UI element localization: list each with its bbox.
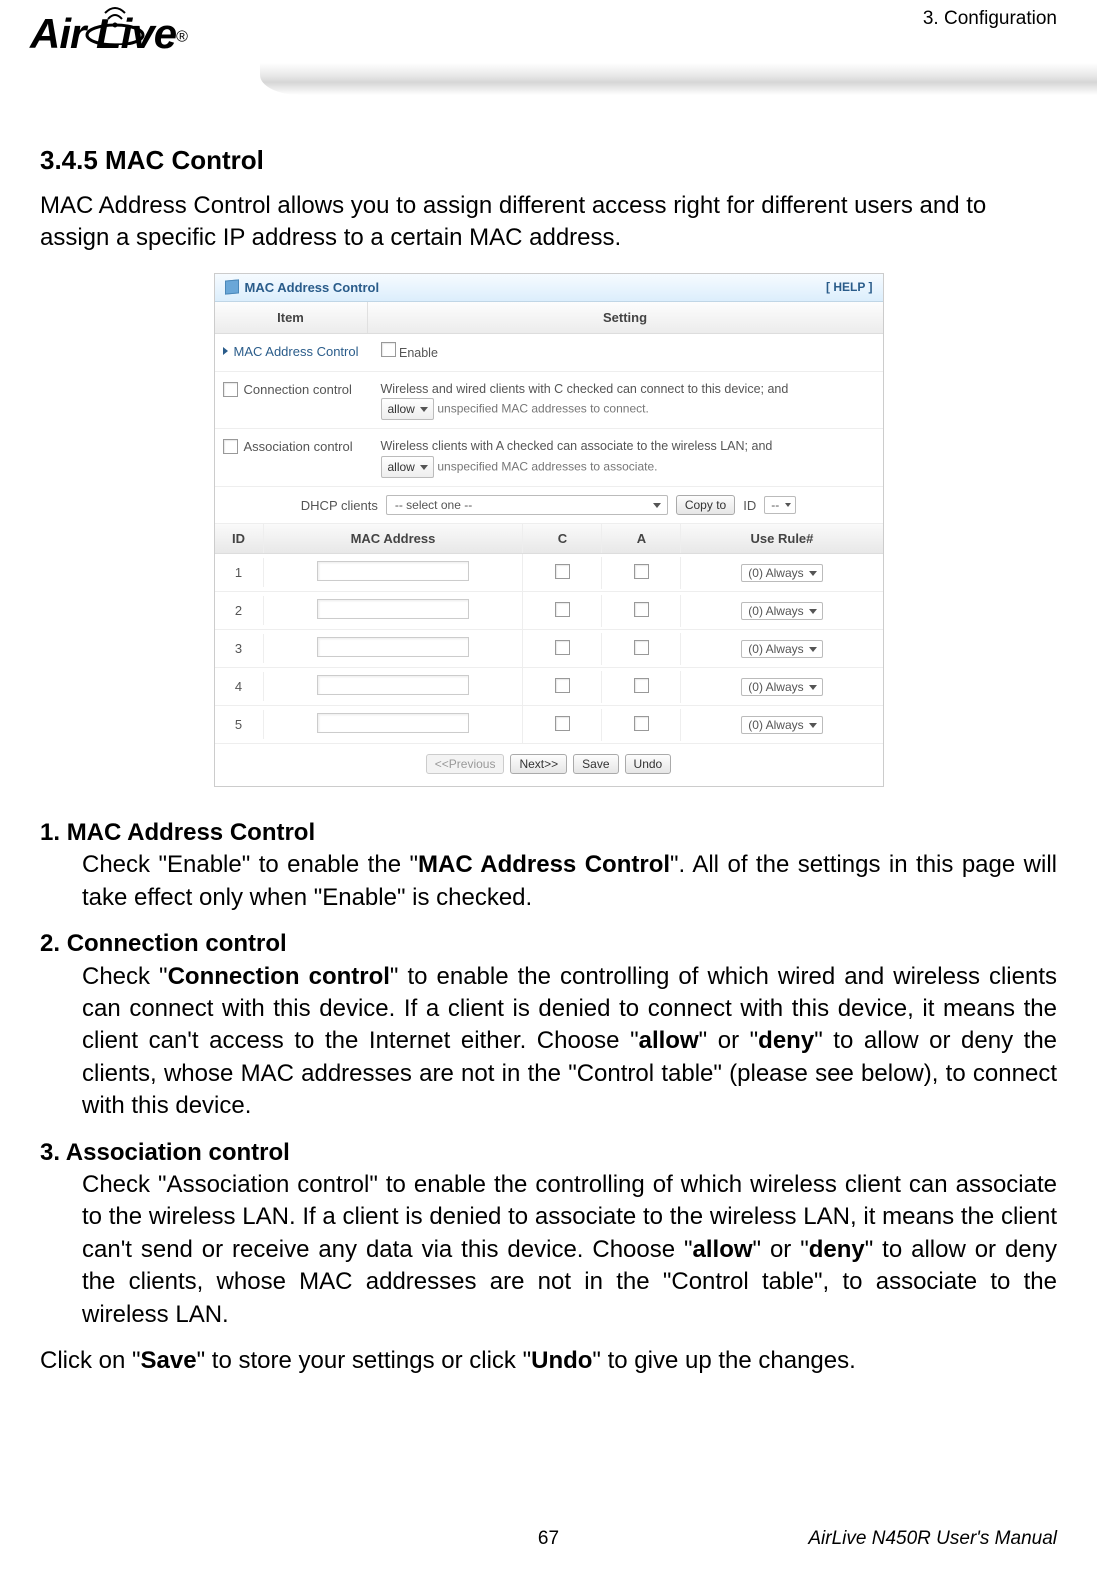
list-item-1: 1. MAC Address Control Check "Enable" to… bbox=[40, 817, 1057, 914]
table-row: 3 (0) Always bbox=[215, 630, 883, 668]
list-body: Check "Enable" to enable the "MAC Addres… bbox=[82, 849, 1057, 914]
rule-select[interactable]: (0) Always bbox=[741, 640, 822, 658]
a-checkbox[interactable] bbox=[634, 602, 649, 617]
logo-swoosh-icon bbox=[85, 5, 145, 45]
undo-button[interactable]: Undo bbox=[625, 754, 672, 774]
connection-allow-select[interactable]: allow bbox=[381, 398, 434, 420]
dhcp-select[interactable]: -- select one -- bbox=[386, 495, 668, 515]
intro-text: MAC Address Control allows you to assign… bbox=[40, 190, 1057, 255]
a-checkbox[interactable] bbox=[634, 716, 649, 731]
a-checkbox[interactable] bbox=[634, 678, 649, 693]
section-title: 3.4.5 MAC Control bbox=[40, 145, 1057, 176]
row2-text1: Wireless and wired clients with C checke… bbox=[381, 382, 789, 396]
association-checkbox[interactable] bbox=[223, 439, 238, 454]
cell-id: 4 bbox=[215, 672, 264, 701]
save-button[interactable]: Save bbox=[573, 754, 618, 774]
cell-id: 1 bbox=[215, 558, 264, 587]
mac-input[interactable] bbox=[317, 599, 469, 619]
screenshot-footer-buttons: <<Previous Next>> Save Undo bbox=[215, 744, 883, 786]
grid-header: ID MAC Address C A Use Rule# bbox=[215, 524, 883, 554]
list-item-3: 3. Association control Check "Associatio… bbox=[40, 1137, 1057, 1331]
dhcp-row: DHCP clients -- select one -- Copy to ID… bbox=[215, 487, 883, 524]
row3-text2: unspecified MAC addresses to associate. bbox=[437, 459, 657, 473]
rule-select[interactable]: (0) Always bbox=[741, 678, 822, 696]
row3-text1: Wireless clients with A checked can asso… bbox=[381, 439, 773, 453]
row-connection-control: Connection control Wireless and wired cl… bbox=[215, 372, 883, 430]
grid-h-mac: MAC Address bbox=[264, 524, 524, 553]
cell-id: 2 bbox=[215, 596, 264, 625]
list-body: Check "Association control" to enable th… bbox=[82, 1169, 1057, 1331]
association-allow-select[interactable]: allow bbox=[381, 456, 434, 478]
a-checkbox[interactable] bbox=[634, 564, 649, 579]
mac-input[interactable] bbox=[317, 675, 469, 695]
content: 3.4.5 MAC Control MAC Address Control al… bbox=[40, 145, 1057, 1377]
list-num: 3. bbox=[40, 1139, 66, 1166]
enable-label: Enable bbox=[399, 346, 438, 360]
id-label: ID bbox=[743, 498, 756, 513]
header-item: Item bbox=[215, 302, 368, 333]
help-link[interactable]: [ HELP ] bbox=[826, 280, 872, 294]
cell-id: 5 bbox=[215, 710, 264, 739]
panel-titlebar: MAC Address Control [ HELP ] bbox=[215, 274, 883, 302]
list-num: 2. bbox=[40, 930, 67, 957]
manual-name: AirLive N450R User's Manual bbox=[808, 1528, 1057, 1550]
grid-h-rule: Use Rule# bbox=[681, 524, 882, 553]
settings-header: Item Setting bbox=[215, 302, 883, 334]
final-text: Click on "Save" to store your settings o… bbox=[40, 1345, 1057, 1377]
header-gradient bbox=[260, 63, 1097, 95]
row1-label: MAC Address Control bbox=[234, 344, 359, 359]
rule-select[interactable]: (0) Always bbox=[741, 716, 822, 734]
c-checkbox[interactable] bbox=[555, 716, 570, 731]
row2-text2: unspecified MAC addresses to connect. bbox=[437, 402, 648, 416]
rule-select[interactable]: (0) Always bbox=[741, 564, 822, 582]
c-checkbox[interactable] bbox=[555, 602, 570, 617]
chapter-label: 3. Configuration bbox=[923, 8, 1057, 30]
panel-title: MAC Address Control bbox=[245, 280, 380, 295]
grid-h-c: C bbox=[523, 524, 602, 553]
description-list: 1. MAC Address Control Check "Enable" to… bbox=[40, 817, 1057, 1331]
a-checkbox[interactable] bbox=[634, 640, 649, 655]
list-body: Check "Connection control" to enable the… bbox=[82, 961, 1057, 1123]
c-checkbox[interactable] bbox=[555, 640, 570, 655]
row-marker-icon bbox=[223, 347, 228, 355]
dhcp-label: DHCP clients bbox=[301, 498, 378, 513]
panel-icon bbox=[225, 280, 239, 295]
list-head: Connection control bbox=[67, 930, 287, 957]
page: 3. Configuration Air Live® 3.4.5 MAC Con… bbox=[0, 0, 1097, 1576]
header-setting: Setting bbox=[368, 302, 883, 333]
table-row: 4 (0) Always bbox=[215, 668, 883, 706]
id-select[interactable]: -- bbox=[764, 496, 796, 514]
mac-input[interactable] bbox=[317, 637, 469, 657]
screenshot-wrap: MAC Address Control [ HELP ] Item Settin… bbox=[40, 273, 1057, 787]
list-item-2: 2. Connection control Check "Connection … bbox=[40, 928, 1057, 1122]
row-association-control: Association control Wireless clients wit… bbox=[215, 429, 883, 487]
table-row: 1 (0) Always bbox=[215, 554, 883, 592]
mac-input[interactable] bbox=[317, 713, 469, 733]
row3-label: Association control bbox=[244, 439, 353, 454]
next-button[interactable]: Next>> bbox=[510, 754, 567, 774]
c-checkbox[interactable] bbox=[555, 564, 570, 579]
table-row: 2 (0) Always bbox=[215, 592, 883, 630]
list-num: 1. bbox=[40, 819, 67, 846]
previous-button[interactable]: <<Previous bbox=[426, 754, 505, 774]
list-head: MAC Address Control bbox=[67, 819, 315, 846]
cell-id: 3 bbox=[215, 634, 264, 663]
logo-registered: ® bbox=[176, 29, 188, 46]
table-row: 5 (0) Always bbox=[215, 706, 883, 744]
logo: Air Live® bbox=[30, 10, 290, 100]
enable-checkbox[interactable] bbox=[381, 342, 396, 357]
connection-checkbox[interactable] bbox=[223, 382, 238, 397]
c-checkbox[interactable] bbox=[555, 678, 570, 693]
row-mac-control: MAC Address Control Enable bbox=[215, 334, 883, 372]
copy-to-button[interactable]: Copy to bbox=[676, 495, 735, 515]
mac-input[interactable] bbox=[317, 561, 469, 581]
rule-select[interactable]: (0) Always bbox=[741, 602, 822, 620]
grid-h-id: ID bbox=[215, 524, 264, 553]
list-head: Association control bbox=[66, 1139, 290, 1166]
screenshot-panel: MAC Address Control [ HELP ] Item Settin… bbox=[214, 273, 884, 787]
grid-h-a: A bbox=[602, 524, 681, 553]
row2-label: Connection control bbox=[244, 382, 352, 397]
